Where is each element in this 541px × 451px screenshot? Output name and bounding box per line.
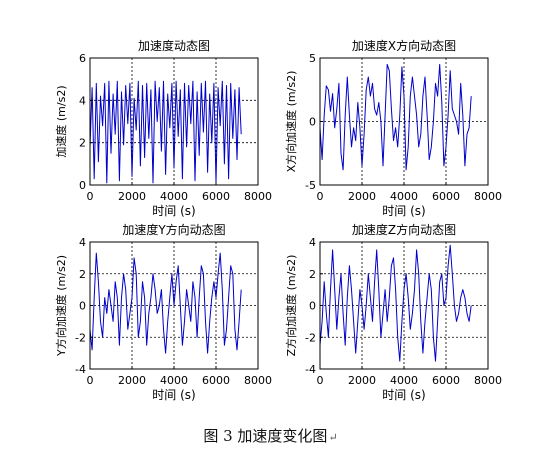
chart-title: 加速度X方向动态图 <box>352 38 456 53</box>
x-axis-label: 时间 (s) <box>152 388 195 402</box>
chart-title: 加速度动态图 <box>138 38 210 53</box>
x-tick-label: 4000 <box>390 190 418 203</box>
y-tick-label: -2 <box>305 331 316 344</box>
y-tick-label: 2 <box>309 268 316 281</box>
y-tick-label: 0 <box>309 116 316 129</box>
x-tick-label: 8000 <box>474 374 502 387</box>
y-tick-label: -4 <box>305 363 316 376</box>
y-axis-label: Y方向加速度 (m/s2) <box>54 255 68 357</box>
x-tick-label: 8000 <box>244 374 272 387</box>
x-tick-label: 2000 <box>348 374 376 387</box>
series-line <box>89 252 242 354</box>
y-tick-label: 2 <box>79 137 86 150</box>
x-axis-label: 时间 (s) <box>382 204 425 218</box>
y-tick-label: 4 <box>79 236 86 249</box>
x-tick-label: 2000 <box>118 190 146 203</box>
chart-title: 加速度Y方向动态图 <box>122 222 225 237</box>
x-tick-label: 8000 <box>244 190 272 203</box>
x-tick-label: 6000 <box>432 374 460 387</box>
x-tick-label: 6000 <box>202 374 230 387</box>
y-axis-label: Z方向加速度 (m/s2) <box>284 255 298 357</box>
series-line <box>319 63 472 171</box>
x-tick-label: 0 <box>87 190 94 203</box>
y-tick-label: 4 <box>309 236 316 249</box>
y-tick-label: 2 <box>79 268 86 281</box>
y-tick-label: -4 <box>75 363 86 376</box>
x-tick-label: 6000 <box>432 190 460 203</box>
x-axis-label: 时间 (s) <box>152 204 195 218</box>
x-tick-label: 8000 <box>474 190 502 203</box>
return-mark: ↵ <box>328 431 338 444</box>
y-tick-label: 4 <box>79 94 86 107</box>
x-tick-label: 2000 <box>118 374 146 387</box>
y-tick-label: -2 <box>75 331 86 344</box>
x-tick-label: 6000 <box>202 190 230 203</box>
y-axis-label: 加速度 (m/s2) <box>54 85 68 157</box>
x-tick-label: 0 <box>87 374 94 387</box>
y-tick-label: 0 <box>79 179 86 192</box>
x-tick-label: 0 <box>317 190 324 203</box>
figure-caption: 图 3 加速度变化图↵ <box>0 425 541 446</box>
y-axis-label: X方向加速度 (m/s2) <box>284 71 298 173</box>
y-tick-label: 0 <box>309 300 316 313</box>
y-tick-label: -5 <box>305 179 316 192</box>
x-axis-label: 时间 (s) <box>382 388 425 402</box>
x-tick-label: 0 <box>317 374 324 387</box>
chart-title: 加速度Z方向动态图 <box>352 222 456 237</box>
y-tick-label: 5 <box>309 52 316 65</box>
series-line <box>319 244 472 362</box>
y-tick-label: 0 <box>79 300 86 313</box>
x-tick-label: 4000 <box>160 190 188 203</box>
y-tick-label: 6 <box>79 52 86 65</box>
figure-caption-text: 图 3 加速度变化图 <box>203 427 328 445</box>
x-tick-label: 2000 <box>348 190 376 203</box>
x-tick-label: 4000 <box>390 374 418 387</box>
x-tick-label: 4000 <box>160 374 188 387</box>
